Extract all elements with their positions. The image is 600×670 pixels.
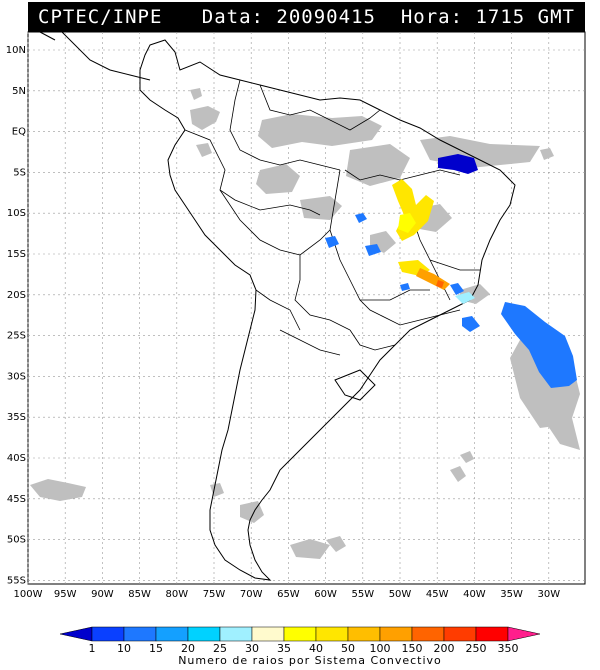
- lon-label: 30W: [537, 589, 560, 600]
- system-small-blue-1: [355, 213, 367, 223]
- colorbar-swatch: [187, 626, 221, 642]
- system-central-brazil-yellow-2: [398, 213, 416, 233]
- lon-label: 55W: [351, 589, 374, 600]
- convective-systems: [325, 154, 577, 388]
- date-label: Data: 20090415: [201, 6, 376, 28]
- lat-label: 10S: [7, 208, 26, 219]
- colorbar-swatch: [91, 626, 125, 642]
- lat-label: 10N: [6, 45, 26, 56]
- lat-label: 5N: [12, 86, 26, 97]
- colorbar-tick-label: 350: [498, 642, 519, 655]
- lat-label: 20S: [7, 290, 26, 301]
- colorbar-tick-label: 40: [309, 642, 323, 655]
- colorbar-tick-label: 50: [341, 642, 355, 655]
- colorbar-tick-label: 10: [117, 642, 131, 655]
- lon-label: 70W: [240, 589, 263, 600]
- system-small-blue-2: [325, 236, 339, 248]
- lon-label: 60W: [314, 589, 337, 600]
- lon-label: 45W: [426, 589, 449, 600]
- colorbar-tick-label: 35: [277, 642, 291, 655]
- source-label: CPTEC/INPE: [38, 6, 163, 28]
- lon-label: 50W: [389, 589, 412, 600]
- system-southeast-red: [436, 280, 444, 288]
- colorbar-swatch: [475, 626, 509, 642]
- system-small-blue-4: [400, 283, 410, 291]
- lon-label: 80W: [165, 589, 188, 600]
- lat-label: 5S: [13, 167, 26, 178]
- colorbar-swatch: [347, 626, 381, 642]
- country-borders: [184, 79, 480, 356]
- lat-label: 55S: [7, 575, 26, 586]
- colorbar-swatch: [123, 626, 157, 642]
- date-time-label: Data: 20090415 Hora: 1715 GMT: [202, 6, 575, 28]
- colorbar-tick-label: 30: [245, 642, 259, 655]
- lat-label: 15S: [7, 249, 26, 260]
- colorbar-swatch: [443, 626, 477, 642]
- system-cyan: [455, 292, 475, 304]
- system-small-blue-3: [365, 244, 381, 256]
- colorbar-tick-label: 1: [89, 642, 96, 655]
- system-small-blue-5: [462, 316, 480, 332]
- lon-label: 65W: [277, 589, 300, 600]
- time-label: Hora: 1715 GMT: [400, 6, 575, 28]
- colorbar-tick-label: 25: [213, 642, 227, 655]
- lon-label: 100W: [14, 589, 43, 600]
- lat-lon-grid: [27, 32, 585, 584]
- colorbar-title: Numero de raios por Sistema Convectivo: [178, 654, 442, 667]
- colorbar-tick-label: 15: [149, 642, 163, 655]
- colorbar-tick-label: 20: [181, 642, 195, 655]
- colorbar-swatch: [59, 626, 93, 642]
- colorbar-swatch: [283, 626, 317, 642]
- colorbar-swatch: [507, 626, 541, 642]
- system-ne-brazil: [438, 154, 478, 174]
- colorbar-swatch: [219, 626, 253, 642]
- map-frame: [27, 31, 586, 585]
- colorbar-tick-label: 100: [370, 642, 391, 655]
- colorbar-tick-label: 200: [434, 642, 455, 655]
- lon-label: 90W: [91, 589, 114, 600]
- lon-label: 35W: [500, 589, 523, 600]
- lat-label: 50S: [7, 535, 26, 546]
- lat-label: 45S: [7, 494, 26, 505]
- lon-label: 40W: [463, 589, 486, 600]
- colorbar-swatch: [411, 626, 445, 642]
- lon-label: 75W: [203, 589, 226, 600]
- lat-label: 40S: [7, 453, 26, 464]
- lon-label: 85W: [128, 589, 151, 600]
- colorbar-swatch: [251, 626, 285, 642]
- colorbar-tick-label: 250: [466, 642, 487, 655]
- colorbar-swatch: [379, 626, 413, 642]
- system-atlantic-blue: [501, 302, 577, 388]
- latitude-labels: 10N 5N EQ 5S 10S 15S 20S 25S 30S 35S 40S 45S 50S 55S: [6, 45, 26, 586]
- lat-label: 35S: [7, 412, 26, 423]
- lat-label: EQ: [12, 127, 26, 138]
- colorbar-swatch: [315, 626, 349, 642]
- system-southeast-blue: [450, 283, 464, 295]
- lat-label: 30S: [7, 371, 26, 382]
- lon-label: 95W: [54, 589, 77, 600]
- longitude-labels: 100W 95W 90W 85W 80W 75W 70W 65W 60W 55W 50W 45W 40W…: [14, 589, 561, 600]
- map-header: CPTEC/INPE Data: 20090415 Hora: 1715 GMT: [28, 2, 585, 32]
- colorbar-tick-label: 150: [402, 642, 423, 655]
- coastline: [39, 29, 516, 581]
- colorbar-swatch: [155, 626, 189, 642]
- colorbar: 1 10 15 20 25 30 35 40 50 100 150 200 250 350: [59, 626, 541, 655]
- lat-label: 25S: [7, 331, 26, 342]
